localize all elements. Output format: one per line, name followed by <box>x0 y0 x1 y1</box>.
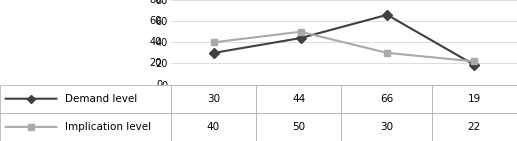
Text: 60: 60 <box>150 16 162 26</box>
Text: 40: 40 <box>150 37 162 47</box>
Text: Demand level: Demand level <box>65 94 137 104</box>
Text: 0: 0 <box>156 80 162 90</box>
Text: Implication level: Implication level <box>65 122 151 132</box>
Text: 20: 20 <box>150 59 162 68</box>
Text: 80: 80 <box>150 0 162 5</box>
